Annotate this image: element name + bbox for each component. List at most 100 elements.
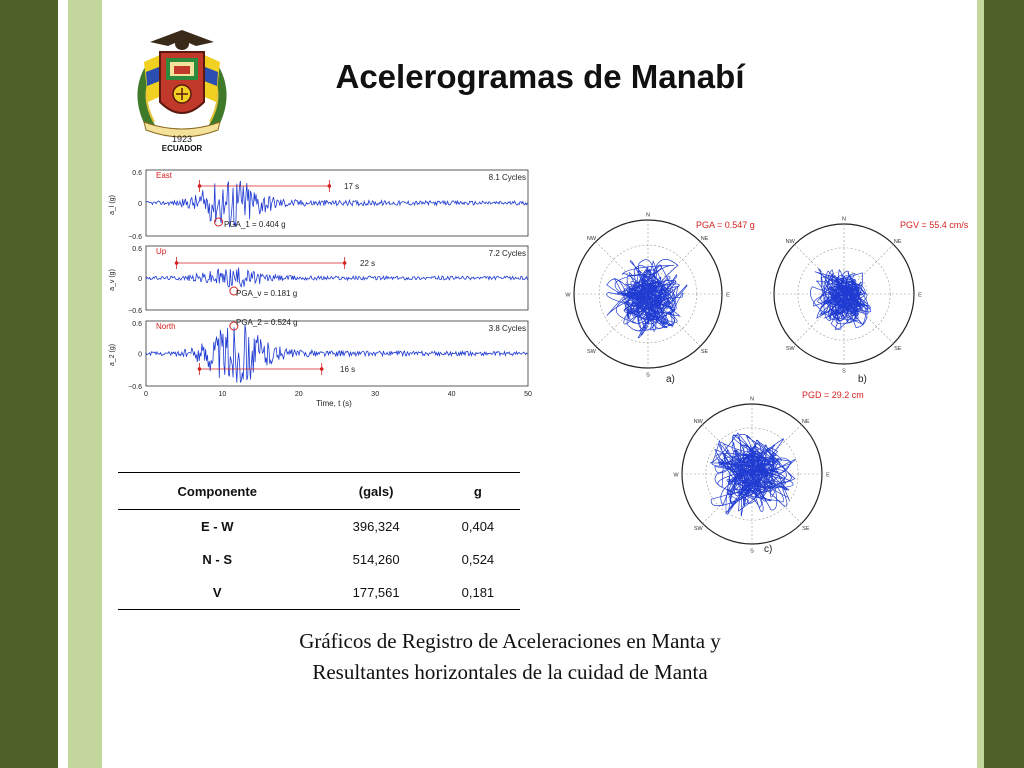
polar-trace-path: [709, 432, 796, 516]
pga-marker-circle: [229, 321, 239, 331]
polar-b-value: PGV = 55.4 cm/s: [900, 220, 969, 230]
accel-y-tick-label: −0.6: [128, 384, 142, 391]
polar-direction-label: E: [726, 293, 730, 299]
panel-up-pga: PGA_v = 0.181 g: [236, 289, 297, 298]
table-row: V 177,561 0,181: [118, 576, 520, 610]
polar-direction-label: SW: [694, 526, 704, 532]
right-light-band: [977, 0, 984, 768]
polar-direction-label: S: [750, 549, 754, 555]
accel-y-tick-label: 0: [138, 352, 142, 359]
table-cell: N - S: [202, 552, 233, 567]
panel-east-duration: 17 s: [344, 182, 359, 191]
polar-a-label: a): [666, 374, 675, 385]
accel-y-tick-label: 0.6: [132, 246, 142, 253]
polar-direction-label: W: [770, 293, 771, 299]
polar-direction-label: SW: [786, 346, 796, 352]
table-header: g: [435, 472, 520, 510]
logo-country-text: ECUADOR: [162, 144, 203, 153]
accel-y-tick-label: 0.6: [132, 321, 142, 328]
panel-north-pga: PGA_2 = 0.524 g: [236, 318, 298, 327]
polar-trace-path: [810, 268, 872, 331]
slide-title: Acelerogramas de Manabí: [335, 58, 745, 95]
figure-caption: Gráficos de Registro de Aceleraciones en…: [200, 626, 820, 688]
polar-b-label: b): [858, 374, 867, 385]
duration-marker-dot: [342, 261, 347, 265]
accel-panel-frame: [145, 169, 529, 237]
polar-direction-label: N: [646, 213, 650, 219]
panel-north-cycles: 3.8 Cycles: [489, 324, 526, 333]
accelerogram-figure: 0.60−0.60.60−0.60.60−0.60 10 20 30 40 50 East…: [109, 169, 532, 408]
panel-north-duration: 16 s: [340, 365, 355, 374]
accel-y-tick-label: −0.6: [128, 234, 142, 241]
table-cell: 0,524: [461, 552, 495, 567]
polar-direction-label: S: [646, 373, 650, 379]
accel-x-axis-label: Time, t (s): [316, 399, 352, 408]
pga-table: Componente (gals) g E - W 396,324 0,404 …: [118, 472, 520, 610]
logo-year-text: 1923: [172, 134, 192, 144]
polar-plot-c: N NE E SE S SW W NW PGD = 29.2 cm c): [673, 390, 864, 555]
polar-direction-label: W: [565, 293, 571, 299]
accel-x-tick-label: 10: [219, 391, 227, 398]
accel-y-tick-label: −0.6: [128, 308, 142, 315]
polar-direction-label: N: [750, 397, 754, 403]
polar-direction-label: E: [918, 293, 922, 299]
polar-direction-label: S: [842, 369, 846, 375]
accel-trace-line: [145, 267, 528, 288]
accel-panel-frame: [145, 245, 529, 311]
table-cell: E - W: [200, 519, 234, 534]
polar-direction-label: NW: [786, 239, 796, 245]
polar-direction-label: W: [673, 473, 679, 479]
table-row: E - W 396,324 0,404: [118, 510, 520, 544]
table-header-row: Componente (gals) g: [118, 472, 520, 510]
polar-direction-label: N: [842, 217, 846, 223]
table-header: Componente: [118, 472, 317, 510]
duration-marker-dot: [319, 367, 324, 371]
polar-plot-a: N NE E SE S SW W NW PGA = 0.547 g a): [565, 213, 755, 386]
polar-direction-label: NW: [694, 419, 704, 425]
polar-c-label: c): [764, 544, 772, 555]
accel-x-tick-label: 50: [524, 391, 532, 398]
polar-c-value: PGD = 29.2 cm: [802, 390, 864, 400]
polar-ring: [797, 247, 891, 341]
caption-line-2: Resultantes horizontales de la cuidad de…: [312, 660, 708, 684]
polar-ring: [705, 427, 799, 521]
polar-direction-label: SE: [894, 346, 902, 352]
university-crest-logo: 1923 ECUADOR: [137, 30, 227, 153]
polar-a-value: PGA = 0.547 g: [696, 220, 755, 230]
right-dark-band: [984, 0, 1024, 768]
panel-up-label: Up: [156, 247, 167, 256]
accel-y-tick-label: 0: [138, 201, 142, 208]
accel-trace-line: [145, 180, 528, 228]
accel-y-tick-label: 0.6: [132, 170, 142, 177]
accel-x-tick-label: 40: [448, 391, 456, 398]
accel-x-tick-label: 30: [371, 391, 379, 398]
polar-direction-label: NE: [701, 236, 709, 242]
panel-north-ylabel: a_2 (g): [109, 344, 116, 366]
panel-east-cycles: 8.1 Cycles: [489, 173, 526, 182]
table-cell: V: [118, 576, 317, 610]
duration-marker-dot: [197, 184, 202, 188]
panel-up-ylabel: a_v (g): [109, 269, 116, 291]
polar-trace-path: [606, 259, 688, 339]
accel-y-tick-label: 0: [138, 276, 142, 283]
table-cell: 177,561: [316, 576, 436, 610]
duration-marker-dot: [197, 367, 202, 371]
polar-direction-label: NE: [894, 239, 902, 245]
accel-trace-line: [145, 324, 528, 384]
polar-direction-label: SW: [587, 349, 597, 355]
table-cell: 396,324: [352, 519, 400, 534]
polar-plot-b: N NE E SE S SW W NW PGV = 55.4 cm/s b): [770, 217, 969, 386]
pga-marker-circle: [214, 217, 224, 227]
polar-direction-label: E: [826, 473, 830, 479]
caption-line-1: Gráficos de Registro de Aceleraciones en…: [299, 629, 721, 653]
polar-direction-label: NW: [587, 236, 597, 242]
left-light-band: [68, 0, 102, 768]
table-cell: 514,260: [352, 552, 400, 567]
table-cell: 0,181: [435, 576, 520, 610]
panel-east-label: East: [156, 171, 173, 180]
panel-north-label: North: [156, 322, 176, 331]
duration-marker-dot: [327, 184, 332, 188]
polar-direction-label: SE: [802, 526, 810, 532]
duration-marker-dot: [174, 261, 179, 265]
panel-east-pga: PGA_1 = 0.404 g: [224, 220, 286, 229]
